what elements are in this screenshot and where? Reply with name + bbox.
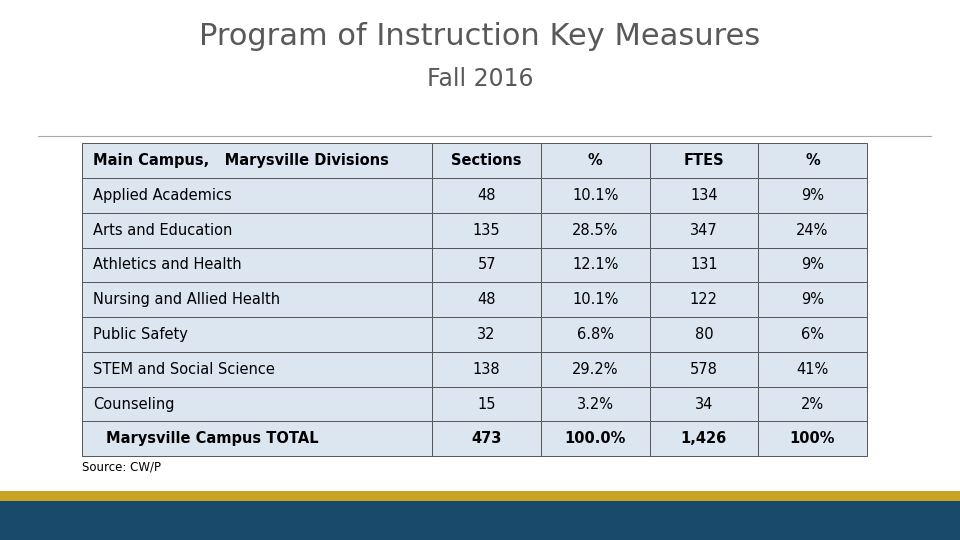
Text: Program of Instruction Key Measures: Program of Instruction Key Measures	[200, 22, 760, 51]
Text: 134: 134	[690, 188, 718, 203]
Text: 41%: 41%	[796, 362, 828, 377]
Text: 2%: 2%	[801, 396, 824, 411]
Text: Main Campus,   Marysville Divisions: Main Campus, Marysville Divisions	[93, 153, 389, 168]
Text: Marysville Campus TOTAL: Marysville Campus TOTAL	[106, 431, 318, 447]
Text: Sections: Sections	[451, 153, 522, 168]
Text: 9%: 9%	[801, 292, 824, 307]
Text: 10.1%: 10.1%	[572, 292, 618, 307]
Text: 9%: 9%	[801, 188, 824, 203]
Text: 578: 578	[690, 362, 718, 377]
Text: 32: 32	[477, 327, 496, 342]
Text: 48: 48	[477, 292, 496, 307]
Text: STEM and Social Science: STEM and Social Science	[93, 362, 275, 377]
Text: 57: 57	[477, 258, 496, 272]
Text: %: %	[805, 153, 820, 168]
Text: 100.0%: 100.0%	[564, 431, 626, 447]
Text: Arts and Education: Arts and Education	[93, 222, 232, 238]
Text: 473: 473	[471, 431, 502, 447]
Text: 9%: 9%	[801, 258, 824, 272]
Text: 3.2%: 3.2%	[577, 396, 613, 411]
Text: 122: 122	[690, 292, 718, 307]
Text: 34: 34	[695, 396, 713, 411]
Text: 29.2%: 29.2%	[572, 362, 618, 377]
Text: Public Safety: Public Safety	[93, 327, 188, 342]
Text: 48: 48	[477, 188, 496, 203]
Text: 12.1%: 12.1%	[572, 258, 618, 272]
Text: Fall 2016: Fall 2016	[427, 68, 533, 91]
Text: Applied Academics: Applied Academics	[93, 188, 232, 203]
Text: %: %	[588, 153, 603, 168]
Text: 6%: 6%	[801, 327, 824, 342]
Text: Source: CW/P: Source: CW/P	[82, 460, 160, 473]
Text: 131: 131	[690, 258, 718, 272]
Text: 138: 138	[473, 362, 500, 377]
Text: 1,426: 1,426	[681, 431, 727, 447]
Text: 80: 80	[694, 327, 713, 342]
Text: 15: 15	[477, 396, 496, 411]
Text: 28.5%: 28.5%	[572, 222, 618, 238]
Text: 24%: 24%	[796, 222, 828, 238]
Text: 100%: 100%	[790, 431, 835, 447]
Text: FTES: FTES	[684, 153, 724, 168]
Text: Nursing and Allied Health: Nursing and Allied Health	[93, 292, 280, 307]
Text: Counseling: Counseling	[93, 396, 175, 411]
Text: 347: 347	[690, 222, 718, 238]
Text: 10.1%: 10.1%	[572, 188, 618, 203]
Text: 6.8%: 6.8%	[577, 327, 613, 342]
Text: 135: 135	[473, 222, 500, 238]
Text: Athletics and Health: Athletics and Health	[93, 258, 242, 272]
